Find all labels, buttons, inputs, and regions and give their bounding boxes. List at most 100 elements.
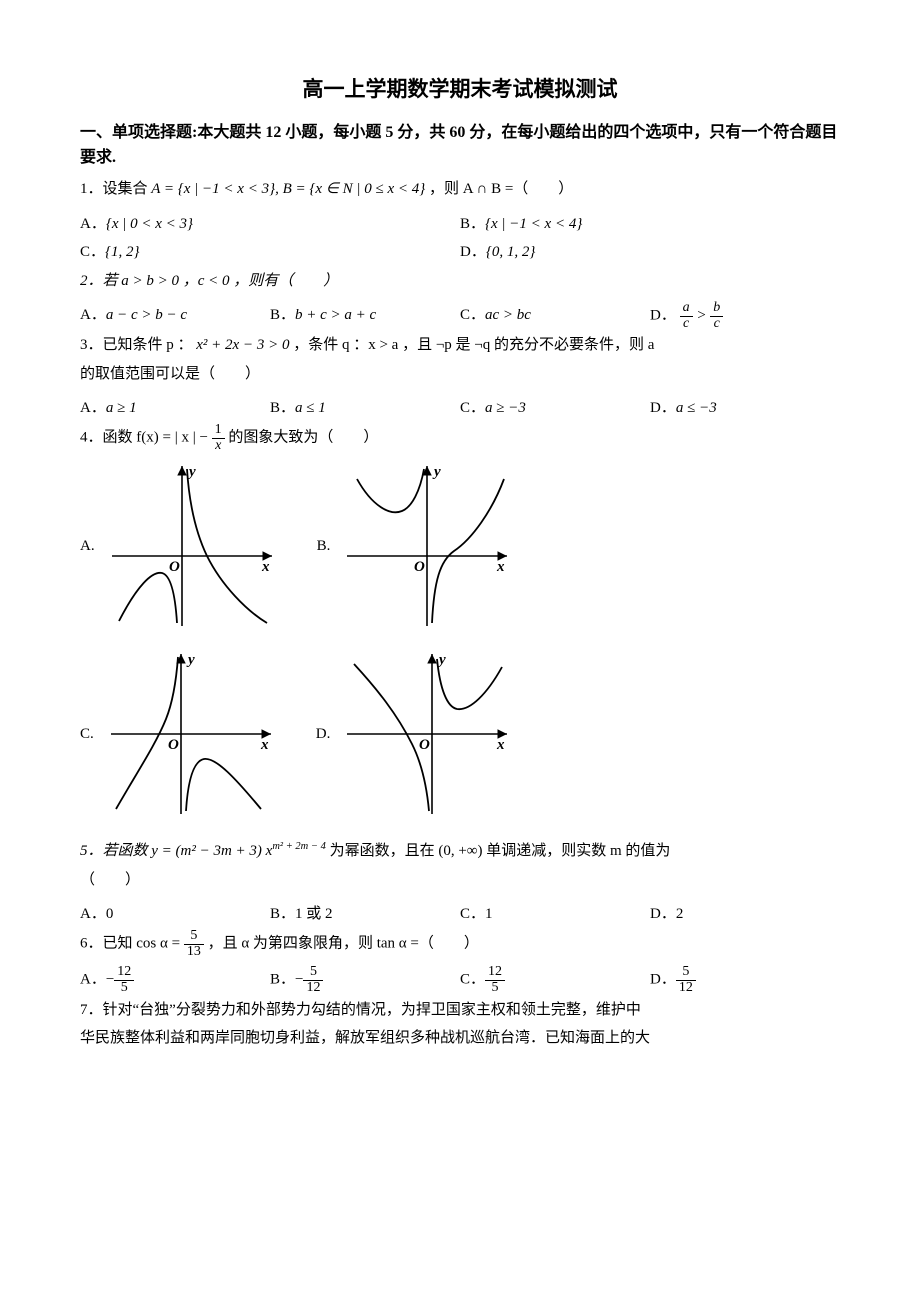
q3-options: A．a ≥ 1 B．a ≤ 1 C．a ≥ −3 D．a ≤ −3 <box>80 394 840 423</box>
q7-line2: 华民族整体利益和两岸同胞切身利益，解放军组织多种战机巡航台湾．已知海面上的大 <box>80 1030 650 1046</box>
axis-y-label: y <box>432 464 441 480</box>
q4-svg-a: y x O <box>107 461 277 631</box>
q6-c-n: 12 <box>485 965 505 981</box>
q2-c-text: ac > bc <box>485 307 531 323</box>
q4-graph-c: C. y x O <box>80 649 276 819</box>
q3-opt-b: B．a ≤ 1 <box>270 394 460 423</box>
q5-stem-line2: （ ） <box>80 872 140 888</box>
q4-label-a: A. <box>80 532 95 561</box>
q6-stem-pre: 6．已知 cos α = <box>80 935 184 951</box>
q1-set-expr: A = {x | −1 < x < 3}, B = {x ∈ N | 0 ≤ x… <box>151 181 425 197</box>
q4-row-1: A. y x O B. y x O <box>80 461 840 631</box>
q6-a-d: 5 <box>114 981 134 996</box>
q3-cond: x² + 2x − 3 > 0 <box>196 337 289 353</box>
q1-a-text: {x | 0 < x < 3} <box>106 216 193 232</box>
q6-stem-post: ，且 α 为第四象限角，则 tan α =（ ） <box>208 935 479 951</box>
q1-opt-a: A．{x | 0 < x < 3} <box>80 210 460 239</box>
axis-x-label: x <box>496 737 505 753</box>
axis-origin-label: O <box>169 559 180 575</box>
question-3: 3．已知条件 p ： x² + 2x − 3 > 0 ，条件 q ：x > a … <box>80 331 840 388</box>
question-6: 6．已知 cos α = 513 ，且 α 为第四象限角，则 tan α =（ … <box>80 929 840 959</box>
q4-graph-d: D. y x O <box>316 649 513 819</box>
q5-stem-mid: 为幂函数，且在 (0, +∞) 单调递减，则实数 m 的值为 <box>330 843 671 859</box>
q6-opt-b: B．−512 <box>270 965 460 995</box>
q2-opt-a: A．a − c > b − c <box>80 301 270 331</box>
q5-stem-pre: 5．若函数 y = (m² − 3m + 3) x <box>80 843 272 859</box>
q4-svg-b: y x O <box>342 461 512 631</box>
q2-opt-b: B．b + c > a + c <box>270 301 460 331</box>
q4-label-b: B. <box>317 532 331 561</box>
q6-frac-n: 5 <box>184 929 204 945</box>
q5-opt-d: D．2 <box>650 900 840 929</box>
q4-graph-b: B. y x O <box>317 461 513 631</box>
q2-opt-c: C．ac > bc <box>460 301 650 331</box>
axis-origin-label: O <box>414 559 425 575</box>
q3-stem-pre: 3．已知条件 p ： <box>80 337 193 353</box>
q2-d-frac1-n: a <box>680 301 693 317</box>
q4-frac-d: x <box>212 439 225 454</box>
q3-d-text: a ≤ −3 <box>676 400 717 416</box>
q3-a-text: a ≥ 1 <box>106 400 137 416</box>
q6-opt-d: D．512 <box>650 965 840 995</box>
q1-c-text: {1, 2} <box>105 244 140 260</box>
q5-d-text: 2 <box>676 906 684 922</box>
q3-stem-mid: ，条件 q ：x > a ，且 ¬p 是 ¬q 的充分不必要条件，则 a <box>293 337 654 353</box>
q5-b-text: 1 或 2 <box>295 906 333 922</box>
q4-label-c: C. <box>80 720 94 749</box>
q2-stem: 2．若 a > b > 0 ，c < 0 ，则有（ ） <box>80 273 338 289</box>
q4-stem-pre: 4．函数 f(x) = | x | − <box>80 430 212 446</box>
q6-c-d: 5 <box>485 981 505 996</box>
q5-options: A．0 B．1 或 2 C．1 D．2 <box>80 900 840 929</box>
page-title: 高一上学期数学期末考试模拟测试 <box>80 70 840 110</box>
q6-options: A．−125 B．−512 C．125 D．512 <box>80 965 840 995</box>
question-5: 5．若函数 y = (m² − 3m + 3) xm² + 2m − 4 为幂函… <box>80 837 840 894</box>
question-2: 2．若 a > b > 0 ，c < 0 ，则有（ ） <box>80 267 840 296</box>
q1-opt-b: B．{x | −1 < x < 4} <box>460 210 840 239</box>
question-4: 4．函数 f(x) = | x | − 1x 的图象大致为（ ） <box>80 423 840 453</box>
q3-c-text: a ≥ −3 <box>485 400 526 416</box>
q6-d-n: 5 <box>676 965 696 981</box>
q5-opt-b: B．1 或 2 <box>270 900 460 929</box>
q4-label-d: D. <box>316 720 331 749</box>
q5-a-text: 0 <box>106 906 114 922</box>
q2-opt-d: D． ac > bc <box>650 301 840 331</box>
q5-exp: m² + 2m − 4 <box>272 841 325 852</box>
section-1-heading: 一、单项选择题:本大题共 12 小题，每小题 5 分，共 60 分，在每小题给出… <box>80 120 840 171</box>
axis-x-label: x <box>260 737 269 753</box>
axis-x-label: x <box>261 559 270 575</box>
q5-opt-c: C．1 <box>460 900 650 929</box>
q5-opt-a: A．0 <box>80 900 270 929</box>
q1-options: A．{x | 0 < x < 3} B．{x | −1 < x < 4} C．{… <box>80 210 840 267</box>
q4-stem-post: 的图象大致为（ ） <box>228 430 378 446</box>
q2-d-frac2-d: c <box>710 317 723 332</box>
axis-origin-label: O <box>168 737 179 753</box>
q3-opt-c: C．a ≥ −3 <box>460 394 650 423</box>
question-7: 7．针对“台独”分裂势力和外部势力勾结的情况，为捍卫国家主权和领土完整，维护中 … <box>80 996 840 1053</box>
q4-row-2: C. y x O D. y x O <box>80 649 840 819</box>
q3-opt-d: D．a ≤ −3 <box>650 394 840 423</box>
q1-b-text: {x | −1 < x < 4} <box>485 216 582 232</box>
q2-d-frac1-d: c <box>680 317 693 332</box>
q6-d-d: 12 <box>676 981 696 996</box>
q2-a-text: a − c > b − c <box>106 307 187 323</box>
q1-stem-post: ，则 A ∩ B =（ ） <box>429 181 573 197</box>
q4-frac-n: 1 <box>212 423 225 439</box>
axis-x-label: x <box>496 559 505 575</box>
q4-svg-d: y x O <box>342 649 512 819</box>
q3-b-text: a ≤ 1 <box>295 400 326 416</box>
q3-stem-line2: 的取值范围可以是（ ） <box>80 366 260 382</box>
q6-a-n: 12 <box>114 965 134 981</box>
q6-frac-d: 13 <box>184 945 204 960</box>
question-1: 1．设集合 A = {x | −1 < x < 3}, B = {x ∈ N |… <box>80 175 840 204</box>
q2-options: A．a − c > b − c B．b + c > a + c C．ac > b… <box>80 301 840 331</box>
q1-opt-d: D．{0, 1, 2} <box>460 238 840 267</box>
q2-b-text: b + c > a + c <box>295 307 376 323</box>
axis-y-label: y <box>186 652 195 668</box>
q1-d-text: {0, 1, 2} <box>486 244 536 260</box>
q6-opt-c: C．125 <box>460 965 650 995</box>
q6-opt-a: A．−125 <box>80 965 270 995</box>
q2-d-frac2-n: b <box>710 301 723 317</box>
q6-b-n: 5 <box>303 965 323 981</box>
q6-b-d: 12 <box>303 981 323 996</box>
q7-line1: 7．针对“台独”分裂势力和外部势力勾结的情况，为捍卫国家主权和领土完整，维护中 <box>80 1002 641 1018</box>
